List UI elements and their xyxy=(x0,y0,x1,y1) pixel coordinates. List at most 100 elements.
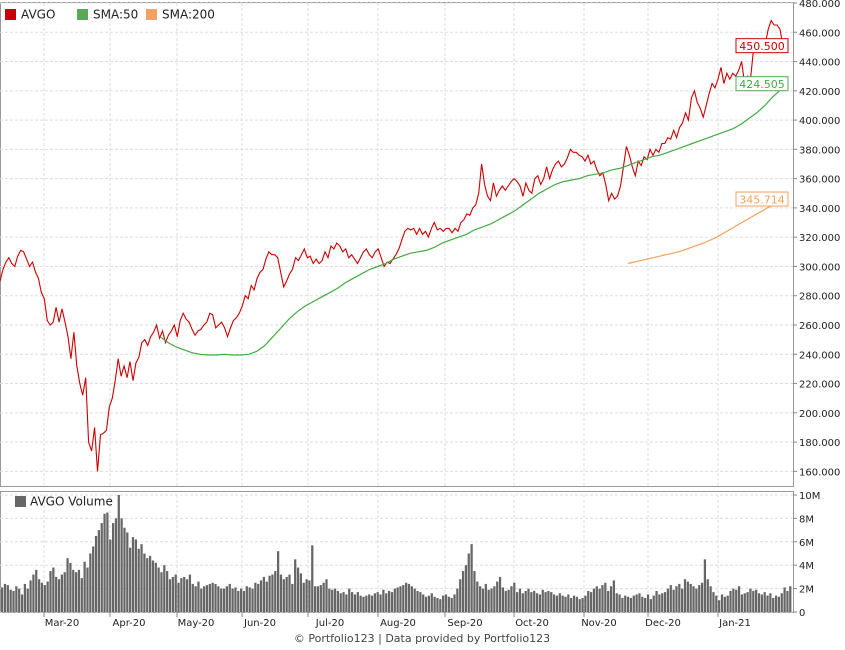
volume-bar xyxy=(234,587,237,612)
volume-bar xyxy=(52,567,55,612)
volume-bar xyxy=(296,567,300,612)
volume-bar xyxy=(279,574,283,612)
volume-bar xyxy=(63,572,66,612)
volume-bar xyxy=(544,592,547,612)
volume-bar xyxy=(592,588,596,612)
volume-bar xyxy=(55,576,58,612)
volume-bar xyxy=(746,592,749,612)
volume-bar xyxy=(291,583,294,612)
volume-bar xyxy=(117,495,120,612)
volume-bar xyxy=(658,594,661,612)
volume-bar xyxy=(257,583,260,612)
price-panel: 160.000 180.000 200.000 220.000 240.000 260.0… xyxy=(0,0,840,487)
last-value-box xyxy=(735,76,789,92)
volume-bar xyxy=(655,590,658,612)
volume-bar xyxy=(609,586,613,612)
volume-bar xyxy=(6,585,9,612)
volume-bar xyxy=(527,588,530,612)
x-tick-label: Nov-20 xyxy=(581,618,617,629)
legend-swatch-avgo xyxy=(5,9,16,20)
volume-bar xyxy=(624,595,627,612)
volume-bar xyxy=(376,592,379,612)
volume-bar xyxy=(114,518,118,612)
volume-bar xyxy=(271,574,274,612)
volume-bar xyxy=(242,590,246,612)
volume-bar xyxy=(103,513,106,612)
price-grid xyxy=(0,2,793,486)
price-y-axis: 160.000 180.000 200.000 220.000 240.000 260.0… xyxy=(793,0,840,478)
volume-bar xyxy=(490,588,493,612)
volume-bar xyxy=(550,592,553,612)
volume-bar xyxy=(26,588,29,612)
volume-bar xyxy=(621,597,624,612)
volume-bar xyxy=(151,560,155,612)
volume-bar xyxy=(581,597,584,612)
legend-swatch-sma50 xyxy=(77,9,88,20)
volume-bar xyxy=(461,571,465,612)
volume-bar xyxy=(632,595,635,612)
volume-bar xyxy=(225,586,229,612)
volume-bar xyxy=(405,582,408,612)
price-tick-label: 380.000 xyxy=(799,145,840,156)
volume-bar xyxy=(168,579,172,612)
volume-bar xyxy=(393,588,396,612)
last-value-labels: 450.500 424.505 345.714 xyxy=(735,38,789,207)
volume-bar xyxy=(456,588,459,612)
volume-bar xyxy=(191,583,194,612)
volume-bar xyxy=(570,597,573,612)
volume-bar xyxy=(97,530,100,612)
volume-bar xyxy=(359,595,362,612)
volume-bar xyxy=(535,593,539,612)
volume-bar xyxy=(333,588,337,612)
volume-bar xyxy=(419,592,422,612)
volume-bar xyxy=(498,576,502,612)
volume-bar xyxy=(484,583,487,612)
volume-bar xyxy=(712,592,715,612)
volume-bar xyxy=(601,585,604,612)
volume-bar xyxy=(185,579,189,612)
volume-bar xyxy=(584,595,587,612)
volume-bar xyxy=(57,579,61,612)
volume-bar xyxy=(430,593,433,612)
price-tick-label: 160.000 xyxy=(799,467,840,478)
volume-bar xyxy=(390,592,394,612)
volume-bar xyxy=(743,593,746,612)
volume-bar xyxy=(516,592,519,612)
volume-bar xyxy=(552,594,556,612)
volume-bar xyxy=(453,594,456,612)
volume-bar xyxy=(555,595,559,612)
volume-bar xyxy=(786,590,789,612)
volume-bar xyxy=(49,571,52,612)
last-value-label: 450.500 xyxy=(739,40,785,53)
volume-bar xyxy=(126,532,129,612)
last-value-label: 345.714 xyxy=(739,194,785,207)
volume-bar xyxy=(129,547,132,612)
volume-bar xyxy=(331,589,334,612)
price-tick-label: 260.000 xyxy=(799,321,840,332)
volume-bar xyxy=(362,596,365,612)
volume-bar xyxy=(641,596,644,612)
volume-bar xyxy=(595,586,598,612)
legend-label-avgo: AVGO xyxy=(21,8,55,22)
volume-bar xyxy=(629,597,633,612)
volume-bar xyxy=(120,518,123,612)
volume-bar xyxy=(316,586,320,612)
volume-bar xyxy=(666,588,670,612)
volume-bar xyxy=(698,585,701,612)
volume-tick-label: 4M xyxy=(799,561,814,572)
volume-bar xyxy=(83,561,86,612)
volume-bar xyxy=(43,585,46,612)
volume-bar xyxy=(194,586,197,612)
volume-bar xyxy=(299,573,303,612)
volume-bar xyxy=(74,572,78,612)
volume-bar xyxy=(755,589,758,612)
volume-bar xyxy=(123,527,126,612)
volume-bar xyxy=(140,544,143,612)
volume-bar xyxy=(772,597,775,612)
volume-bar xyxy=(350,592,354,612)
volume-bar xyxy=(575,596,579,612)
volume-bar xyxy=(200,588,203,612)
volume-bar xyxy=(322,582,325,612)
volume-bar xyxy=(439,599,442,612)
volume-bar xyxy=(15,586,18,612)
